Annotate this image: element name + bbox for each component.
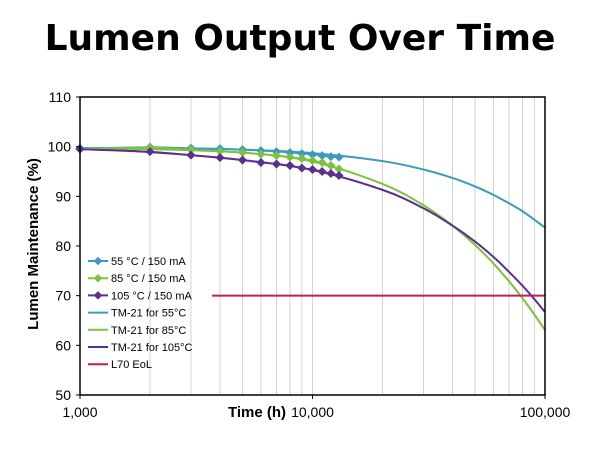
data-point xyxy=(297,154,307,164)
data-point xyxy=(237,155,248,165)
x-tick-label: 100,000 xyxy=(520,404,571,420)
y-tick-label: 90 xyxy=(55,188,71,204)
data-point xyxy=(334,152,344,162)
data-point xyxy=(145,147,155,157)
data-point xyxy=(297,163,307,173)
data-point xyxy=(307,156,318,166)
x-axis-label: Time (h) xyxy=(228,404,286,421)
legend-label: L70 EoL xyxy=(111,359,152,371)
data-point xyxy=(285,161,295,171)
series-layer xyxy=(75,142,546,331)
data-point xyxy=(215,153,225,163)
y-tick-label: 100 xyxy=(48,139,72,155)
grid xyxy=(149,97,546,395)
legend-label: 55 °C / 150 mA xyxy=(111,256,186,268)
legend-label: 85 °C / 150 mA xyxy=(111,273,186,285)
x-tick-label: 10,000 xyxy=(291,404,334,420)
y-axis-label: Lumen Maintenance (%) xyxy=(25,158,42,330)
data-point xyxy=(237,148,248,158)
data-point xyxy=(326,152,336,162)
data-point xyxy=(334,170,344,180)
axes: 50 60 70 80 90 100 110 1,000 10,000 100,000 Time (… xyxy=(25,89,571,421)
data-point xyxy=(326,161,336,171)
y-tick-label: 60 xyxy=(55,337,71,353)
legend-label: TM-21 for 105°C xyxy=(111,342,192,354)
data-point xyxy=(271,159,282,169)
y-tick-label: 110 xyxy=(49,89,72,105)
y-tick-label: 70 xyxy=(55,288,71,304)
data-point xyxy=(271,151,282,161)
chart-title: Lumen Output Over Time xyxy=(44,18,556,59)
data-point xyxy=(334,164,344,174)
y-tick-label: 50 xyxy=(55,387,71,403)
data-point xyxy=(285,152,295,162)
legend-swatch-marker xyxy=(93,291,103,300)
y-tick-label: 80 xyxy=(55,238,71,254)
legend-label: TM-21 for 55°C xyxy=(111,308,186,320)
legend-swatch-marker xyxy=(93,273,103,283)
data-point xyxy=(317,166,327,177)
data-point xyxy=(307,164,318,175)
data-point xyxy=(326,168,336,179)
legend-label: 105 °C / 150 mA xyxy=(111,290,192,302)
data-point xyxy=(186,150,196,160)
x-tick-label: 1,000 xyxy=(62,404,97,420)
data-point xyxy=(256,158,266,168)
legend-label: TM-21 for 85°C xyxy=(111,325,186,337)
legend: 55 °C / 150 mA 85 °C / 150 mA 105 °C / 150… xyxy=(88,256,192,371)
data-point xyxy=(186,145,196,155)
legend-swatch-marker xyxy=(93,256,103,266)
